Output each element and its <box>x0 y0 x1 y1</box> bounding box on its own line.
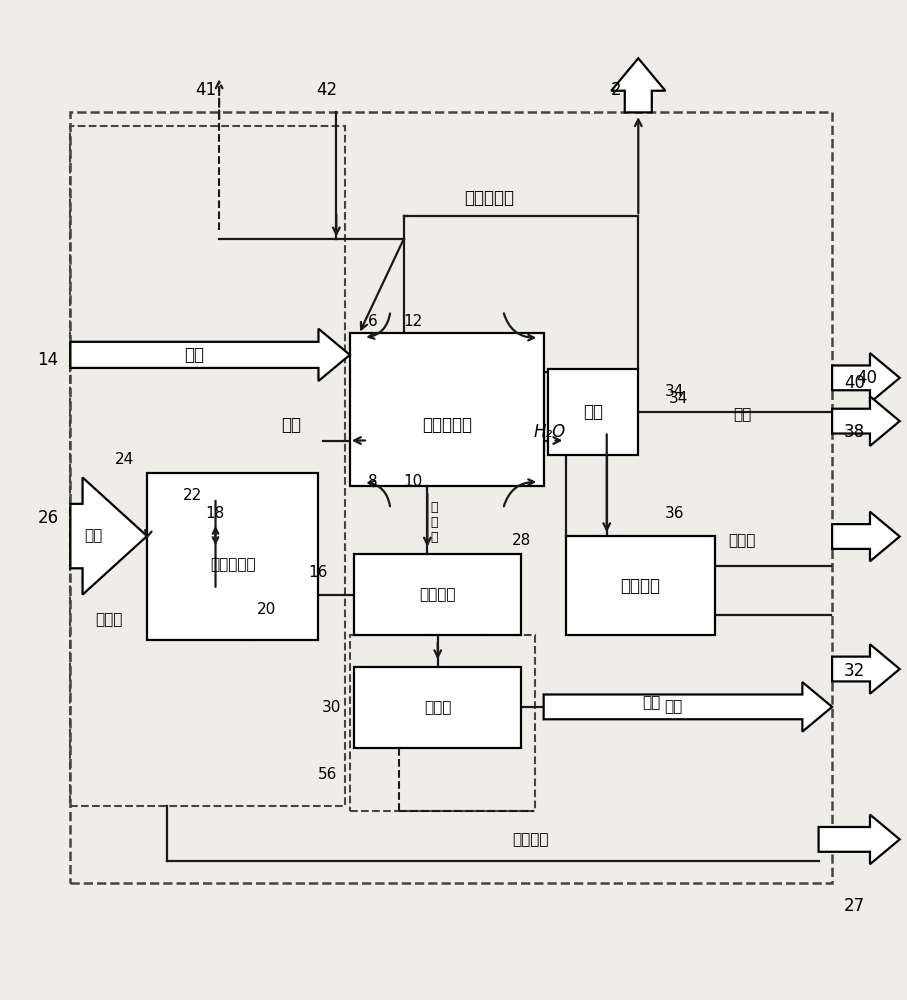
Text: 22: 22 <box>182 488 201 503</box>
Text: 缓冲器: 缓冲器 <box>424 700 452 715</box>
Polygon shape <box>71 477 147 595</box>
Text: 压缩机: 压缩机 <box>95 612 122 627</box>
Text: 12: 12 <box>404 314 423 329</box>
Text: 27: 27 <box>844 897 865 915</box>
Text: 32: 32 <box>844 662 865 680</box>
Polygon shape <box>832 353 900 403</box>
Text: 38: 38 <box>844 423 865 441</box>
Text: 36: 36 <box>665 506 684 521</box>
Text: 氧气: 氧气 <box>281 416 301 434</box>
Text: 41: 41 <box>195 81 216 99</box>
Polygon shape <box>832 512 900 561</box>
Text: 42: 42 <box>317 81 338 99</box>
Bar <box>147 473 318 640</box>
Polygon shape <box>832 644 900 694</box>
Text: 气体分流器: 气体分流器 <box>210 557 256 572</box>
Text: 电力: 电力 <box>643 695 661 710</box>
Text: 56: 56 <box>317 767 337 782</box>
Text: 26: 26 <box>37 509 58 527</box>
Text: 氢气再循环: 氢气再循环 <box>464 189 514 207</box>
Text: 燃料电池组: 燃料电池组 <box>422 416 472 434</box>
Text: 30: 30 <box>322 700 342 715</box>
Text: 24: 24 <box>114 452 133 467</box>
Text: 34: 34 <box>665 384 684 399</box>
Text: 34: 34 <box>669 391 688 406</box>
Text: 2: 2 <box>610 81 621 99</box>
Bar <box>566 536 715 635</box>
Text: 40: 40 <box>856 369 877 387</box>
Text: 40: 40 <box>844 374 865 392</box>
Bar <box>71 112 832 883</box>
Text: 直
流
电: 直 流 电 <box>430 501 437 544</box>
Text: 饮用水: 饮用水 <box>728 533 756 548</box>
Text: 氢气: 氢气 <box>184 346 204 364</box>
Text: 8: 8 <box>367 474 377 489</box>
Text: 水收集器: 水收集器 <box>620 577 660 595</box>
Polygon shape <box>543 682 832 732</box>
Bar <box>350 333 543 486</box>
Text: 28: 28 <box>512 533 531 548</box>
Text: 18: 18 <box>205 506 224 521</box>
Text: 惰性气体: 惰性气体 <box>512 832 549 847</box>
Text: 电转换器: 电转换器 <box>419 587 456 602</box>
Text: 16: 16 <box>308 565 328 580</box>
Text: 净化: 净化 <box>583 403 603 421</box>
Bar <box>350 635 534 811</box>
Text: 电力: 电力 <box>664 699 682 714</box>
Bar <box>355 667 522 748</box>
Text: 20: 20 <box>258 602 277 617</box>
Text: 10: 10 <box>404 474 423 489</box>
Text: 6: 6 <box>367 314 377 329</box>
Polygon shape <box>71 329 350 381</box>
Bar <box>548 369 639 455</box>
Bar <box>71 126 346 806</box>
Polygon shape <box>832 396 900 446</box>
Polygon shape <box>819 815 900 864</box>
Bar <box>355 554 522 635</box>
Text: 14: 14 <box>37 351 58 369</box>
Polygon shape <box>611 58 666 112</box>
Text: 溢出: 溢出 <box>733 407 751 422</box>
Text: 空气: 空气 <box>84 529 102 544</box>
Text: H₂O: H₂O <box>534 423 566 441</box>
